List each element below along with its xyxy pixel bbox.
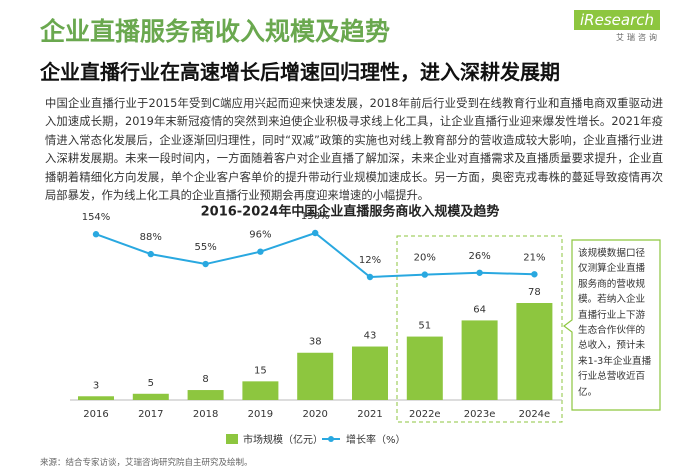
growth-label: 88% [140, 232, 162, 243]
bar [242, 381, 279, 400]
x-tick-label: 2021 [357, 409, 382, 420]
bar-label: 38 [309, 337, 322, 348]
legend-swatch [226, 434, 238, 444]
bar [297, 352, 334, 400]
source: 来源：结合专家访谈，艾瑞咨询研究院自主研究及绘制。 [40, 458, 253, 468]
growth-point [312, 229, 319, 237]
growth-label: 154% [82, 212, 111, 223]
growth-point [366, 273, 374, 281]
x-tick-label: 2019 [248, 409, 273, 420]
logo: iResearch 艾瑞咨询 [574, 10, 660, 43]
growth-point [202, 260, 209, 268]
bar-label: 51 [418, 321, 431, 332]
growth-label: 20% [414, 253, 436, 264]
bar [406, 336, 443, 400]
bar-label: 5 [148, 378, 154, 389]
bar-label: 15 [254, 365, 267, 376]
x-tick-label: 2018 [193, 409, 218, 420]
forecast-box [396, 235, 563, 423]
subtitle: 企业直播行业在高速增长后增速回归理性，进入深耕发展期 [40, 60, 560, 84]
growth-label: 96% [249, 230, 271, 241]
x-tick-label: 2024e [519, 409, 551, 420]
bar-label: 8 [202, 374, 208, 385]
logo-sub: 艾瑞咨询 [616, 33, 660, 42]
legend-label: 增长率（%） [346, 433, 406, 446]
growth-label: 12% [359, 255, 381, 266]
growth-label: 158% [301, 211, 330, 222]
chart-title: 2016-2024年中国企业直播服务商收入规模及趋势 [201, 204, 500, 220]
x-tick-label: 2022e [409, 409, 441, 420]
growth-label: 55% [194, 242, 216, 253]
logo-brand: iResearch [574, 10, 660, 30]
bar [352, 346, 388, 400]
bar [78, 396, 114, 400]
title: 企业直播服务商收入规模及趋势 [40, 17, 391, 46]
bar-label: 43 [364, 331, 377, 342]
growth-point [257, 248, 264, 255]
note-box [563, 239, 661, 411]
x-tick-label: 2023e [464, 409, 496, 420]
bar-label: 64 [473, 304, 486, 315]
growth-point [147, 250, 154, 258]
growth-label: 21% [523, 252, 545, 263]
growth-point [476, 269, 483, 276]
legend-label: 市场规模（亿元） [243, 433, 323, 446]
x-tick-label: 2017 [138, 409, 163, 420]
growth-point [531, 271, 538, 278]
growth-point [421, 271, 428, 278]
bar-label: 3 [93, 380, 99, 391]
x-tick-label: 2020 [302, 409, 327, 420]
body-text: 中国企业直播行业于2015年受到C端应用兴起而迎来快速发展，2018年前后行业受… [45, 97, 663, 203]
bar [187, 390, 224, 400]
note: 该规模数据口径仅测算企业直播服务商的营收规模。若纳入企业直播行业上下游生态合作伙… [578, 248, 652, 398]
legend-swatch [328, 436, 334, 442]
bar [132, 393, 169, 400]
bar-label: 78 [528, 287, 541, 298]
bar [461, 320, 498, 400]
bar [516, 303, 553, 400]
growth-point [92, 231, 100, 238]
growth-label: 26% [468, 251, 490, 262]
x-tick-label: 2016 [83, 409, 108, 420]
